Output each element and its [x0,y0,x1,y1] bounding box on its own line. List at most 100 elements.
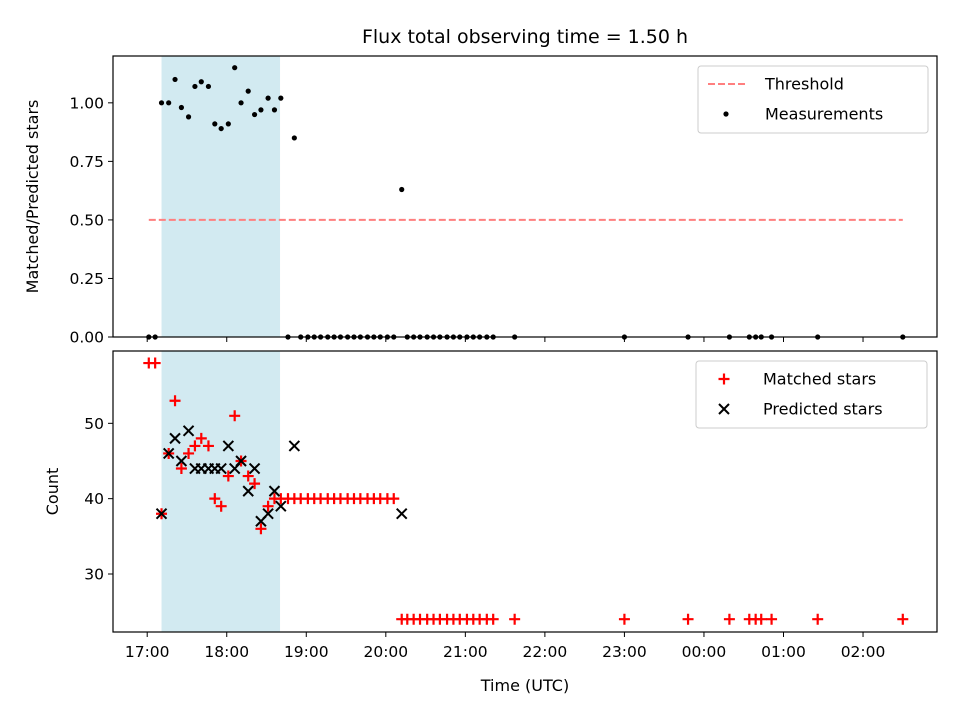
matched-point [189,440,201,452]
predicted-point [175,455,188,467]
ratio-panel: 0.00 0.25 0.50 0.75 1.00 Matched/Predicted st… [23,55,938,347]
y-tick-label: 1.00 [69,94,104,112]
predicted-point [162,447,175,460]
y-tick-label: 50 [84,415,104,433]
matched-point [487,613,499,625]
matched-point [897,613,909,625]
x-tick-label: 21:00 [443,643,488,661]
matched-point [388,493,400,505]
legend-x-swatch [718,403,730,415]
predicted-point [268,485,281,497]
measurement-point [232,65,238,71]
predicted-point [275,500,287,512]
measurement-point [192,83,198,90]
measurement-point [158,100,165,106]
matched-point [723,613,735,625]
x-axis-label: Time (UTC) [480,676,569,695]
y-tick-label: 0.00 [69,329,104,347]
x-tick-label: 23:00 [602,643,647,661]
predicted-point [396,508,408,520]
predicted-point [155,508,168,520]
measurement-point [245,88,251,94]
measurement-point [278,95,284,101]
measurement-point [265,95,271,101]
measurement-point [198,79,204,85]
matched-stars-series [143,357,909,625]
matched-point [229,410,241,422]
matched-point [242,470,254,482]
x-tick-label: 20:00 [363,643,408,661]
measurement-point [225,121,231,127]
matched-point [215,500,227,512]
y-axis-label: Matched/Predicted stars [23,100,42,294]
legend-label: Predicted stars [763,400,883,419]
x-tick-label: 22:00 [523,643,568,661]
matched-point [682,613,694,625]
x-tick-label: 19:00 [284,643,329,661]
measurement-point [205,83,212,90]
measurement-point [399,186,405,193]
x-tick-label: 18:00 [204,643,249,661]
legend-box [695,360,928,429]
measurement-point [271,107,278,113]
matched-point [249,478,261,490]
axes-frame [112,55,938,338]
legend-label: Matched stars [763,370,876,389]
y-axis-label: Count [43,468,62,516]
measurement-point [166,100,172,106]
predicted-point [182,425,195,437]
observing-window-shade [161,56,281,337]
y-tick-label: 0.50 [69,211,104,229]
matched-point [255,523,267,535]
measurement-point [218,125,224,132]
matched-point [183,447,195,459]
predicted-point [169,432,181,445]
predicted-point [222,440,235,452]
x-tick-label: 17:00 [125,643,170,661]
measurement-point [178,104,185,111]
matched-point [509,613,521,625]
axes-frame [112,350,938,633]
chart-title: Flux total observing time = 1.50 h [362,26,688,48]
count-panel: 30 40 50 17:00 18:00 19:00 20:00 21:00 22:00 23:0… [43,350,938,661]
legend: Matched stars Predicted stars [695,360,928,429]
measurement-point [238,100,244,106]
matched-point [149,357,161,369]
legend-plus-swatch [718,373,730,385]
matched-point [175,463,187,475]
matched-point [202,440,214,452]
predicted-stars-series [155,425,408,527]
matched-point [766,613,778,625]
predicted-point [288,440,301,452]
predicted-point [215,462,227,475]
predicted-point [248,462,261,475]
y-tick-label: 40 [84,490,104,508]
matched-point [169,395,181,407]
matched-point [755,613,767,625]
legend-dot-swatch [723,111,729,117]
measurement-point [172,76,178,83]
matched-point [195,432,207,444]
matched-point [222,470,234,482]
x-tick-label: 00:00 [682,643,727,661]
x-tick-label: 02:00 [841,643,886,661]
measurement-point [212,121,218,127]
matched-point [262,500,274,512]
predicted-point [262,508,274,520]
observing-window-shade [161,351,281,632]
legend: Threshold Measurements [697,65,929,134]
measurement-point [185,114,192,120]
y-tick-label: 0.75 [69,153,104,171]
measurement-point [291,135,297,141]
measurement-point [258,107,264,113]
x-tick-label: 01:00 [761,643,806,661]
y-tick-label: 0.25 [69,270,104,288]
predicted-point [242,485,254,497]
y-tick-label: 30 [84,565,104,583]
matched-point [812,613,824,625]
matched-point [209,493,221,505]
legend-box [697,65,929,134]
legend-label: Threshold [764,75,844,94]
predicted-point [235,455,247,467]
